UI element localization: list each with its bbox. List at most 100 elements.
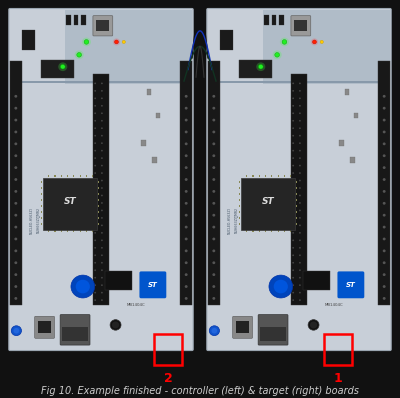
- Circle shape: [312, 40, 316, 44]
- Bar: [154, 334, 182, 365]
- FancyBboxPatch shape: [338, 271, 364, 298]
- Circle shape: [14, 131, 17, 133]
- Circle shape: [58, 62, 67, 71]
- Circle shape: [299, 172, 301, 174]
- Bar: [80, 230, 81, 232]
- Circle shape: [60, 64, 65, 69]
- Circle shape: [113, 39, 120, 45]
- Bar: [41, 193, 42, 195]
- Circle shape: [299, 90, 301, 92]
- Bar: [152, 158, 156, 162]
- Circle shape: [292, 224, 294, 226]
- Circle shape: [383, 107, 386, 109]
- Circle shape: [101, 98, 103, 99]
- Circle shape: [185, 297, 188, 300]
- Bar: [146, 90, 151, 95]
- Circle shape: [101, 299, 103, 301]
- Bar: [80, 175, 81, 177]
- Circle shape: [212, 107, 215, 109]
- Circle shape: [101, 240, 103, 241]
- Circle shape: [383, 119, 386, 121]
- Circle shape: [383, 142, 386, 145]
- Circle shape: [101, 105, 103, 107]
- Circle shape: [212, 261, 215, 264]
- Circle shape: [292, 247, 294, 249]
- Bar: [93, 74, 109, 305]
- Circle shape: [383, 238, 386, 240]
- FancyBboxPatch shape: [291, 16, 311, 36]
- Circle shape: [299, 157, 301, 159]
- Circle shape: [383, 202, 386, 205]
- Circle shape: [101, 195, 103, 196]
- Circle shape: [299, 187, 301, 189]
- Circle shape: [299, 98, 301, 99]
- Circle shape: [185, 190, 188, 193]
- Bar: [272, 15, 276, 25]
- Circle shape: [212, 131, 215, 133]
- Circle shape: [94, 269, 96, 271]
- Circle shape: [101, 150, 103, 152]
- Circle shape: [185, 166, 188, 169]
- Circle shape: [14, 95, 17, 98]
- Circle shape: [292, 202, 294, 204]
- Circle shape: [94, 284, 96, 286]
- Bar: [239, 223, 240, 225]
- Circle shape: [110, 320, 121, 330]
- Circle shape: [94, 210, 96, 211]
- Circle shape: [14, 273, 17, 276]
- Text: NUCLEO-H563ZI: NUCLEO-H563ZI: [228, 207, 232, 234]
- Bar: [54, 175, 56, 177]
- Bar: [10, 60, 22, 305]
- Bar: [141, 140, 146, 146]
- Bar: [279, 15, 284, 25]
- Bar: [324, 334, 352, 365]
- Text: NUCLEO-H563ZI: NUCLEO-H563ZI: [30, 207, 34, 234]
- Circle shape: [292, 240, 294, 241]
- Circle shape: [299, 165, 301, 166]
- Circle shape: [299, 195, 301, 196]
- Circle shape: [212, 273, 215, 276]
- Circle shape: [185, 214, 188, 217]
- Circle shape: [185, 285, 188, 288]
- Bar: [86, 175, 87, 177]
- Circle shape: [383, 226, 386, 228]
- Bar: [62, 327, 88, 341]
- Circle shape: [94, 292, 96, 294]
- Circle shape: [94, 150, 96, 152]
- Bar: [239, 205, 240, 207]
- Circle shape: [212, 190, 215, 193]
- Circle shape: [292, 150, 294, 152]
- Text: ST: ST: [64, 197, 76, 206]
- Circle shape: [310, 322, 317, 328]
- Circle shape: [282, 40, 287, 44]
- Circle shape: [212, 328, 217, 334]
- Circle shape: [101, 202, 103, 204]
- Circle shape: [292, 299, 294, 301]
- Bar: [246, 175, 247, 177]
- Circle shape: [185, 261, 188, 264]
- Circle shape: [212, 250, 215, 252]
- Bar: [48, 230, 49, 232]
- Circle shape: [299, 292, 301, 294]
- Circle shape: [94, 105, 96, 107]
- Circle shape: [14, 285, 17, 288]
- Bar: [43, 178, 97, 230]
- Bar: [10, 81, 192, 83]
- Circle shape: [292, 195, 294, 196]
- Text: ST: ST: [148, 282, 158, 288]
- Bar: [98, 211, 99, 213]
- Circle shape: [292, 187, 294, 189]
- Bar: [303, 271, 330, 290]
- Circle shape: [311, 39, 318, 45]
- Circle shape: [308, 320, 319, 330]
- Circle shape: [101, 165, 103, 166]
- Bar: [54, 230, 56, 232]
- Circle shape: [299, 112, 301, 114]
- Circle shape: [94, 98, 96, 99]
- Circle shape: [14, 119, 17, 121]
- Circle shape: [77, 53, 82, 57]
- Circle shape: [212, 154, 215, 157]
- Circle shape: [292, 142, 294, 144]
- Bar: [86, 230, 87, 232]
- Circle shape: [299, 232, 301, 234]
